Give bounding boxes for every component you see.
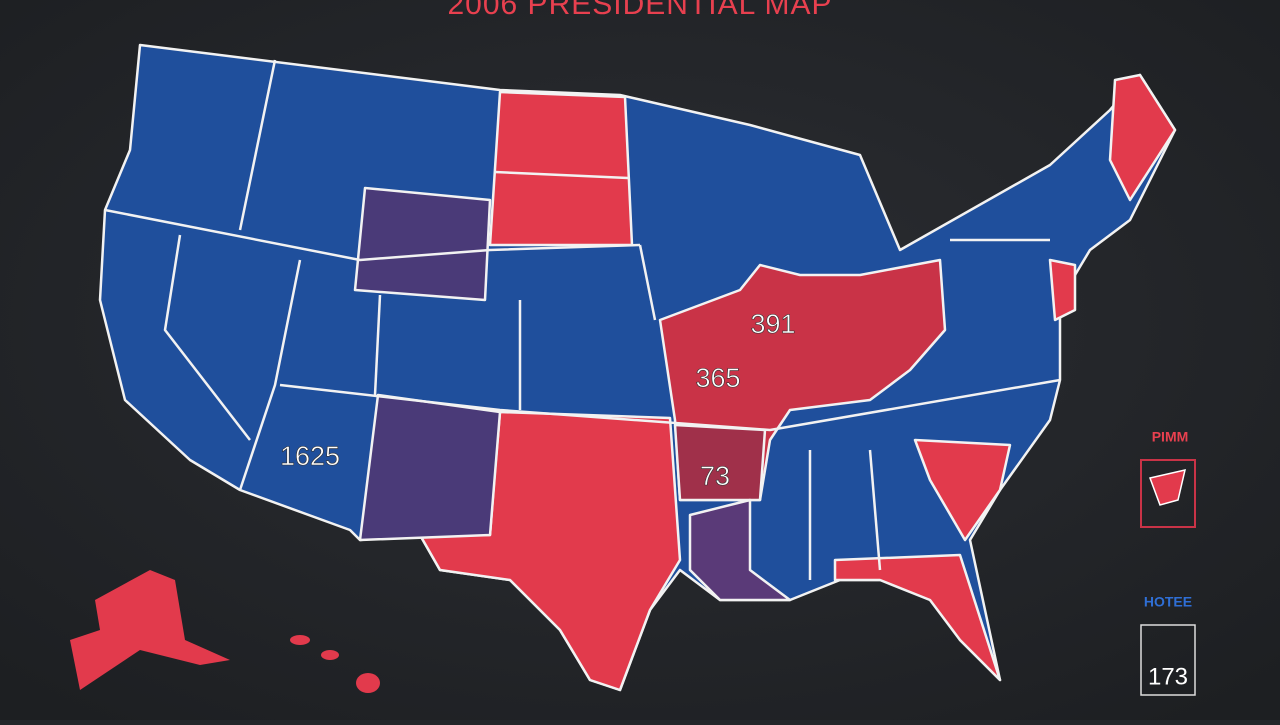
state-border [238,59,277,231]
legend-label: PIMM [1152,429,1189,445]
map-label: 391 [750,309,795,339]
state-border [163,234,251,441]
legend-box [1140,624,1196,696]
legend-box [1140,459,1196,528]
state-region [833,553,1002,682]
legend-swatch [1148,469,1187,506]
legend-label: HOTEE [1144,594,1192,610]
state-borders [104,59,1061,580]
state-region [688,498,792,602]
state-region [488,90,634,247]
map-label: 1625 [280,441,340,471]
map-label: 365 [695,363,740,393]
state-region [356,673,380,693]
state-region [1048,258,1077,322]
state-border [868,449,882,571]
state-border [238,259,302,491]
map-title: 2006 PRESIDENTIAL MAP [447,0,832,21]
map-label: 73 [700,461,730,491]
state-region [70,570,230,690]
state-border [373,294,382,396]
state-border [279,378,1061,432]
state-region [353,186,492,302]
state-border [104,208,641,262]
state-region [321,650,339,660]
state-region [358,393,502,542]
state-region [913,438,1012,542]
legend-value: 173 [1148,663,1188,690]
state-region [1108,73,1177,202]
state-border [638,244,657,321]
state-border [494,170,629,180]
state-region [290,635,310,645]
